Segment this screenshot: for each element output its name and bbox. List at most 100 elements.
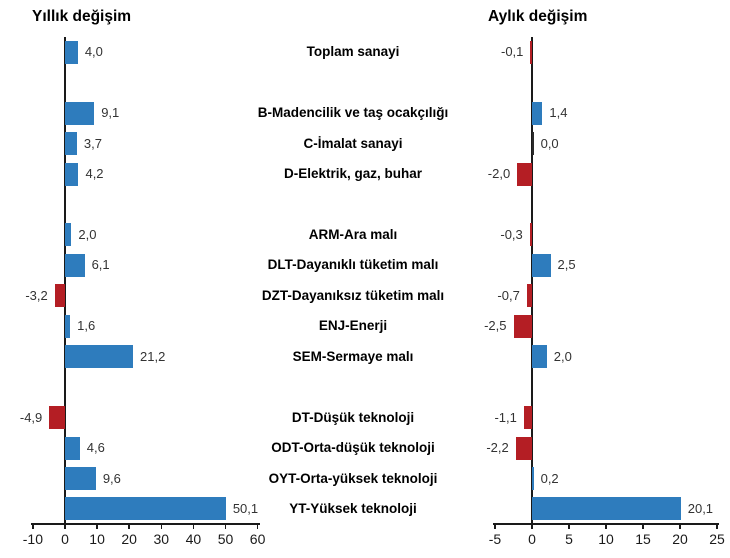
annual-bar-11 (65, 467, 96, 491)
annual-axis-tick (256, 523, 259, 529)
category-label: B-Madencilik ve taş ocakçılığı (257, 105, 449, 121)
annual-axis-tick (160, 523, 163, 529)
annual-change-title: Yıllık değişim (32, 8, 132, 25)
category-label: ENJ-Enerji (318, 318, 388, 334)
annual-axis-tick-label: 40 (185, 531, 202, 547)
monthly-bar-3 (517, 162, 532, 186)
monthly-axis-tick-label: -5 (488, 531, 502, 547)
annual-value-label-5: 6,1 (91, 257, 110, 273)
monthly-bar-12 (532, 497, 681, 521)
monthly-axis-tick (568, 523, 570, 529)
monthly-axis-tick-label: 0 (528, 531, 536, 547)
monthly-axis-tick-label: 25 (709, 531, 725, 547)
annual-value-label-10: 4,6 (86, 440, 105, 456)
monthly-bar-10 (515, 436, 532, 460)
category-label: D-Elektrik, gaz, buhar (283, 166, 423, 182)
monthly-axis-tick-label: 10 (598, 531, 614, 547)
annual-bar-12 (65, 497, 226, 521)
annual-bar-10 (65, 436, 80, 460)
monthly-axis-tick-label: 5 (565, 531, 573, 547)
annual-bar-6 (54, 284, 65, 308)
annual-value-label-4: 2,0 (78, 226, 97, 242)
monthly-value-label-0: -0,1 (500, 44, 524, 60)
monthly-bar-0 (530, 40, 532, 64)
annual-bar-7 (65, 314, 71, 338)
category-label: DT-Düşük teknoloji (291, 409, 415, 425)
annual-bar-8 (65, 345, 134, 369)
category-label: C-İmalat sanayi (303, 135, 403, 151)
annual-value-label-2: 3,7 (83, 135, 102, 151)
annual-axis-tick-label: 60 (249, 531, 266, 547)
monthly-axis-tick-label: 15 (635, 531, 651, 547)
annual-value-label-9: -4,9 (19, 409, 43, 425)
annual-bar-1 (65, 101, 95, 125)
monthly-axis-tick (679, 523, 681, 529)
annual-axis-tick (96, 523, 98, 529)
monthly-axis-tick (642, 523, 644, 529)
monthly-axis-tick-label: 20 (672, 531, 688, 547)
annual-value-label-11: 9,6 (102, 470, 121, 486)
category-label: OYT-Orta-yüksek teknoloji (268, 470, 438, 486)
monthly-axis-tick (605, 523, 607, 529)
annual-value-label-0: 4,0 (84, 44, 103, 60)
annual-bar-3 (65, 162, 79, 186)
category-label: Toplam sanayi (306, 44, 400, 60)
annual-zero-axis-line (64, 37, 66, 523)
annual-value-label-1: 9,1 (101, 105, 120, 121)
category-label: ODT-Orta-düşük teknoloji (271, 440, 435, 456)
monthly-value-label-4: -0,3 (500, 226, 523, 242)
annual-axis-tick (64, 523, 66, 529)
annual-axis-tick-label: 50 (217, 531, 234, 547)
annual-bar-2 (65, 132, 77, 156)
monthly-value-label-3: -2,0 (487, 166, 511, 182)
annual-bar-5 (65, 253, 85, 277)
monthly-bar-1 (532, 101, 543, 125)
monthly-bar-6 (526, 284, 532, 308)
category-label: DZT-Dayanıksız tüketim malı (261, 287, 445, 303)
monthly-value-label-10: -2,2 (486, 440, 509, 456)
monthly-value-label-1: 1,4 (549, 105, 568, 121)
monthly-value-label-6: -0,7 (497, 287, 520, 303)
monthly-value-label-5: 2,5 (557, 257, 576, 273)
monthly-bar-4 (529, 223, 532, 247)
annual-axis-tick (128, 523, 130, 529)
monthly-value-label-12: 20,1 (687, 500, 714, 516)
annual-axis-tick-label: 20 (121, 531, 137, 547)
monthly-bar-9 (523, 406, 532, 430)
annual-value-label-8: 21,2 (140, 348, 166, 364)
annual-value-label-7: 1,6 (77, 318, 96, 334)
annual-axis-tick (224, 523, 227, 529)
monthly-bar-8 (532, 345, 547, 369)
annual-bar-4 (65, 223, 72, 247)
monthly-axis-tick (494, 523, 496, 529)
annual-value-label-12: 50,1 (232, 500, 259, 516)
annual-axis-tick-label: 30 (153, 531, 170, 547)
category-label: YT-Yüksek teknoloji (289, 500, 417, 516)
annual-bar-9 (49, 406, 65, 430)
category-label: SEM-Sermaye malı (292, 348, 414, 364)
monthly-value-label-2: 0,0 (540, 135, 559, 151)
monthly-value-label-11: 0,2 (540, 470, 559, 486)
monthly-axis-tick (716, 523, 718, 529)
monthly-bar-2 (532, 132, 534, 156)
annual-value-label-3: 4,2 (85, 166, 104, 182)
annual-x-axis-line (31, 523, 260, 525)
annual-axis-tick (32, 523, 34, 529)
monthly-bar-7 (513, 314, 532, 338)
monthly-value-label-7: -2,5 (484, 318, 507, 334)
monthly-value-label-8: 2,0 (553, 348, 572, 364)
annual-axis-tick-label: -10 (22, 531, 43, 547)
monthly-change-title: Aylık değişim (488, 8, 588, 25)
annual-axis-tick (192, 523, 195, 529)
monthly-value-label-9: -1,1 (494, 409, 517, 425)
monthly-zero-axis-line (531, 37, 533, 523)
monthly-bar-11 (532, 467, 534, 491)
annual-bar-0 (65, 40, 78, 64)
monthly-bar-5 (532, 253, 551, 277)
category-label: ARM-Ara malı (308, 226, 398, 242)
annual-axis-tick-label: 0 (61, 531, 69, 547)
monthly-axis-tick (531, 523, 533, 529)
annual-axis-tick-label: 10 (89, 531, 105, 547)
category-label: DLT-Dayanıklı tüketim malı (267, 257, 439, 273)
